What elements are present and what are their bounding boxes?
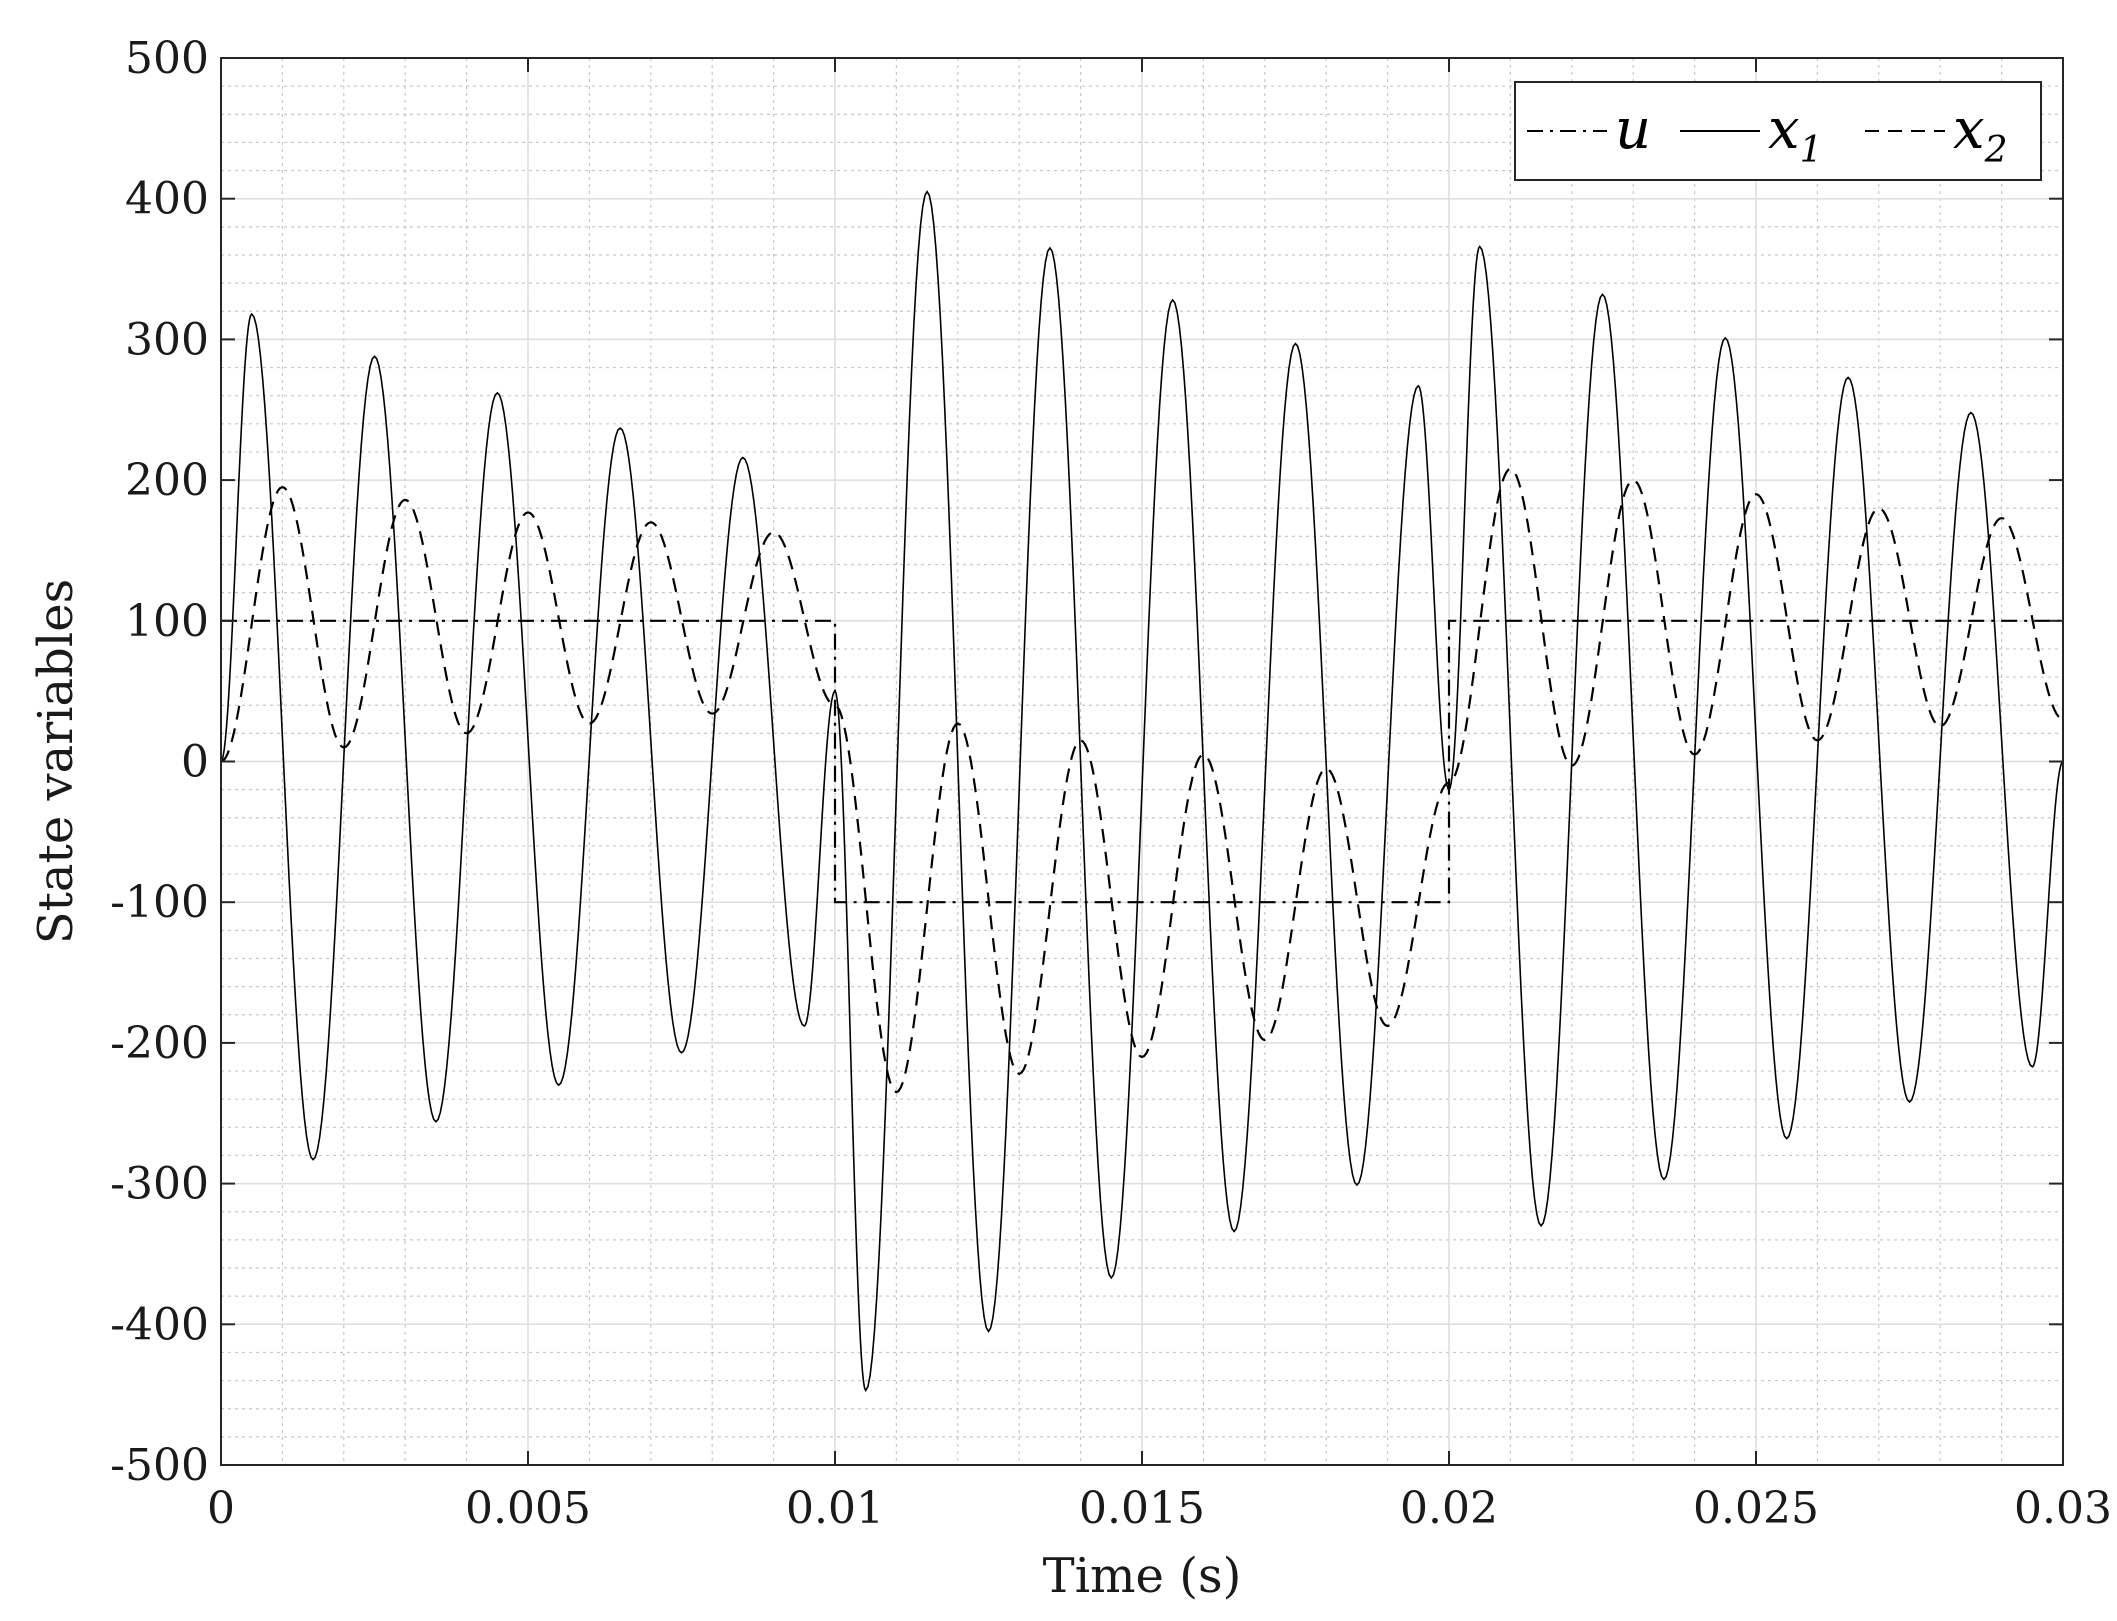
y-tick-label: 200 xyxy=(125,455,209,506)
x-tick-label: 0.015 xyxy=(1079,1483,1205,1534)
series-layer xyxy=(220,190,2064,1393)
y-tick-label: -300 xyxy=(110,1159,209,1210)
legend-label-u: u xyxy=(1615,97,1651,162)
x-tick-label: 0.03 xyxy=(2014,1483,2112,1534)
y-tick-label: -500 xyxy=(110,1440,209,1491)
x-tick-label: 0.02 xyxy=(1400,1483,1498,1534)
series-line-x2 xyxy=(220,467,2064,1094)
x-axis-ticks: 0 0.005 0.01 0.015 0.02 0.025 0.03 xyxy=(207,58,2112,1534)
x-axis-label: Time (s) xyxy=(1043,1548,1242,1604)
y-tick-label: -100 xyxy=(110,877,209,928)
y-axis-ticks: -500 -400 -300 -200 -100 0 100 200 300 400 500 xyxy=(110,33,2063,1491)
legend-label-x2-subscript: 2 xyxy=(1984,130,2008,171)
legend-label-x1-subscript: 1 xyxy=(1800,130,1823,171)
x-tick-label: 0 xyxy=(207,1483,235,1534)
legend: u x1 x2 xyxy=(1514,81,2042,181)
series-line-u xyxy=(221,619,2063,904)
y-tick-label: -400 xyxy=(110,1299,209,1350)
legend-label-x2-main: x xyxy=(1953,97,1985,162)
legend-label-x1-main: x xyxy=(1768,97,1800,162)
series-line-x1 xyxy=(220,190,2064,1393)
y-axis-label: State variables xyxy=(28,579,84,945)
legend-label-x1: x1 xyxy=(1768,97,1823,171)
y-tick-label: 100 xyxy=(125,596,209,647)
legend-box xyxy=(1514,81,2042,181)
y-tick-label: 500 xyxy=(125,33,209,84)
y-tick-label: 300 xyxy=(125,314,209,365)
x-tick-label: 0.025 xyxy=(1693,1483,1819,1534)
y-tick-label: 0 xyxy=(181,737,209,788)
y-tick-label: -200 xyxy=(110,1018,209,1069)
legend-label-x2: x2 xyxy=(1953,97,2008,171)
x-tick-label: 0.01 xyxy=(786,1483,884,1534)
y-tick-label: 400 xyxy=(125,174,209,225)
x-tick-label: 0.005 xyxy=(465,1483,591,1534)
